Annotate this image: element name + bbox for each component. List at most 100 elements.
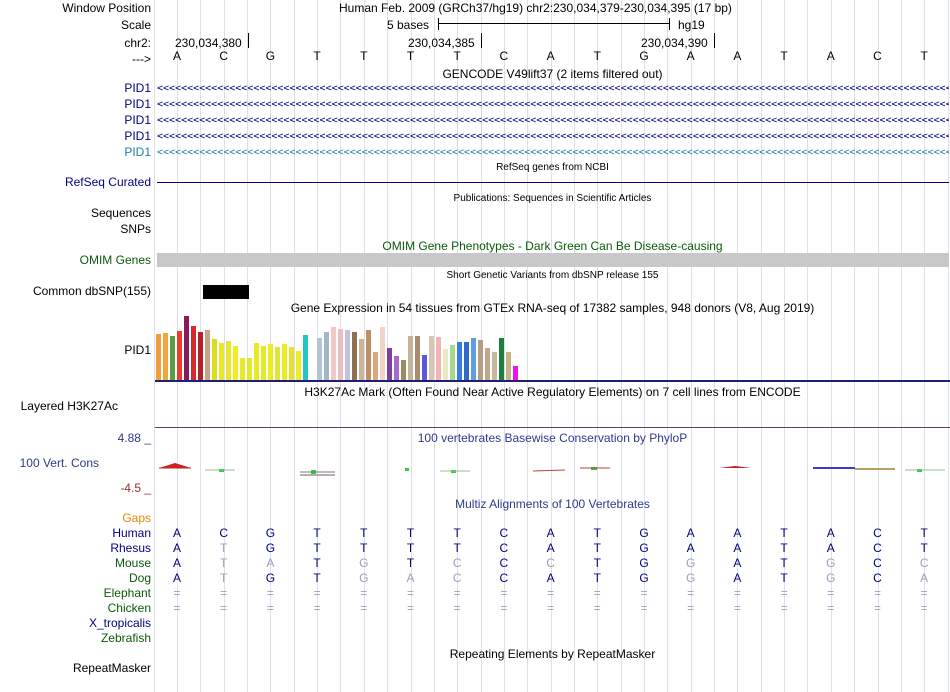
species-label[interactable]: X_tropicalis — [88, 616, 151, 630]
gencode-transcript-line[interactable]: <<<<<<<<<<<<<<<<<<<<<<<<<<<<<<<<<<<<<<<<… — [157, 100, 949, 109]
gtex-tissue-bar[interactable] — [471, 338, 476, 380]
gtex-tissue-bar[interactable] — [401, 360, 406, 380]
sequence-base: C — [219, 49, 229, 63]
gtex-tissue-bar[interactable] — [506, 352, 511, 380]
gencode-transcript-line[interactable]: <<<<<<<<<<<<<<<<<<<<<<<<<<<<<<<<<<<<<<<<… — [157, 84, 949, 93]
gtex-tissue-bar[interactable] — [422, 355, 427, 380]
gtex-pid1-label[interactable]: PID1 — [124, 343, 151, 357]
alignment-base: C — [219, 526, 229, 540]
gtex-tissue-bar[interactable] — [394, 356, 399, 380]
gtex-tissue-bar[interactable] — [359, 339, 364, 380]
gtex-tissue-bar[interactable] — [282, 344, 287, 380]
gtex-tissue-bar[interactable] — [240, 358, 245, 380]
gtex-tissue-bar[interactable] — [485, 348, 490, 380]
gencode-transcript-line[interactable]: <<<<<<<<<<<<<<<<<<<<<<<<<<<<<<<<<<<<<<<<… — [157, 132, 949, 141]
gencode-item-label[interactable]: PID1 — [124, 97, 151, 111]
gtex-tissue-bar[interactable] — [499, 338, 504, 380]
multiz-track-title: Multiz Alignments of 100 Vertebrates — [455, 497, 650, 511]
refseq-line[interactable] — [157, 182, 949, 183]
scale-label: Scale — [120, 18, 151, 32]
gridline — [504, 0, 505, 692]
phylop-wiggle[interactable] — [155, 455, 950, 480]
layered-h3k27ac-label[interactable]: Layered H3K27Ac — [20, 399, 118, 413]
gtex-tissue-bar[interactable] — [366, 330, 371, 380]
gtex-tissue-bar[interactable] — [170, 336, 175, 380]
refseq-curated-label[interactable]: RefSeq Curated — [64, 175, 151, 189]
gtex-tissue-bar[interactable] — [408, 336, 413, 380]
species-label[interactable]: Zebrafish — [100, 631, 151, 645]
gtex-tissue-bar[interactable] — [289, 347, 294, 380]
common-dbsnp-label[interactable]: Common dbSNP(155) — [32, 284, 151, 298]
gtex-tissue-bar[interactable] — [268, 344, 273, 380]
gencode-item-label[interactable]: PID1 — [124, 113, 151, 127]
gtex-tissue-bar[interactable] — [380, 327, 385, 380]
gtex-tissue-bar[interactable] — [191, 326, 196, 380]
gtex-tissue-bar[interactable] — [247, 358, 252, 380]
coord-tick-1 — [248, 33, 249, 48]
repeatmasker-label[interactable]: RepeatMasker — [72, 661, 151, 675]
snp-marker[interactable] — [203, 285, 249, 299]
omim-bar[interactable] — [157, 253, 949, 267]
scale-bar — [438, 18, 670, 30]
gencode-transcript-line[interactable]: <<<<<<<<<<<<<<<<<<<<<<<<<<<<<<<<<<<<<<<<… — [157, 116, 949, 125]
alignment-base: G — [639, 526, 649, 540]
gtex-tissue-bar[interactable] — [163, 333, 168, 380]
alignment-base: = — [920, 586, 928, 600]
species-label[interactable]: Dog — [128, 571, 151, 585]
gtex-tissue-bar[interactable] — [226, 341, 231, 380]
gtex-tissue-bar[interactable] — [177, 331, 182, 380]
track-image-area[interactable]: Human Feb. 2009 (GRCh37/hg19) chr2:230,0… — [154, 0, 950, 692]
gtex-tissue-bar[interactable] — [352, 332, 357, 380]
alignment-base: = — [266, 601, 274, 615]
gtex-tissue-bar[interactable] — [296, 351, 301, 380]
gtex-tissue-bar[interactable] — [205, 330, 210, 380]
gtex-tissue-bar[interactable] — [275, 347, 280, 380]
species-label[interactable]: Human — [112, 526, 151, 540]
gtex-tissue-bar[interactable] — [233, 346, 238, 380]
alignment-base: = — [220, 601, 228, 615]
omim-genes-label[interactable]: OMIM Genes — [79, 253, 151, 267]
gtex-tissue-bar[interactable] — [443, 349, 448, 380]
phylop-track-label[interactable]: 100 Vert. Cons — [19, 456, 99, 470]
gtex-tissue-bar[interactable] — [478, 340, 483, 380]
gtex-tissue-bar[interactable] — [331, 327, 336, 380]
gtex-tissue-bar[interactable] — [324, 332, 329, 380]
gencode-transcript-line[interactable]: <<<<<<<<<<<<<<<<<<<<<<<<<<<<<<<<<<<<<<<<… — [157, 148, 949, 157]
alignment-base: G — [639, 541, 649, 555]
species-label[interactable]: Chicken — [107, 601, 151, 615]
gtex-tissue-bar[interactable] — [219, 343, 224, 380]
alignment-base: C — [546, 556, 555, 570]
snps-label[interactable]: SNPs — [120, 222, 151, 236]
gtex-tissue-bar[interactable] — [184, 316, 189, 380]
gtex-tissue-bar[interactable] — [373, 352, 378, 380]
sequences-label[interactable]: Sequences — [90, 206, 151, 220]
gtex-tissue-bar[interactable] — [156, 334, 161, 380]
gtex-tissue-bar[interactable] — [492, 352, 497, 380]
gencode-item-label[interactable]: PID1 — [124, 81, 151, 95]
gtex-tissue-bar[interactable] — [436, 337, 441, 380]
gtex-tissue-bar[interactable] — [303, 335, 308, 380]
gtex-tissue-bar[interactable] — [345, 330, 350, 380]
species-label[interactable]: Elephant — [103, 586, 151, 600]
species-label[interactable]: Mouse — [114, 556, 151, 570]
gtex-tissue-bar[interactable] — [317, 338, 322, 380]
gtex-tissue-bar[interactable] — [198, 332, 203, 380]
gtex-tissue-bar[interactable] — [457, 342, 462, 380]
species-label[interactable]: Rhesus — [110, 541, 151, 555]
gtex-tissue-bar[interactable] — [513, 366, 518, 380]
coord-3: 230,034,390 — [641, 36, 708, 50]
gtex-tissue-bar[interactable] — [415, 336, 420, 380]
gtex-tissue-bar[interactable] — [464, 342, 469, 380]
gencode-item-label[interactable]: PID1 — [124, 129, 151, 143]
gtex-tissue-bar[interactable] — [338, 329, 343, 380]
gtex-tissue-bar[interactable] — [429, 336, 434, 380]
gencode-item-label[interactable]: PID1 — [124, 145, 151, 159]
gtex-tissue-bar[interactable] — [261, 346, 266, 380]
sequence-base: G — [265, 49, 276, 63]
omim-track-title: OMIM Gene Phenotypes - Dark Green Can Be… — [382, 239, 723, 253]
gtex-tissue-bar[interactable] — [387, 348, 392, 380]
gtex-tissue-bar[interactable] — [254, 343, 259, 380]
alignment-base: T — [920, 541, 928, 555]
gtex-tissue-bar[interactable] — [212, 339, 217, 380]
gtex-tissue-bar[interactable] — [450, 345, 455, 380]
